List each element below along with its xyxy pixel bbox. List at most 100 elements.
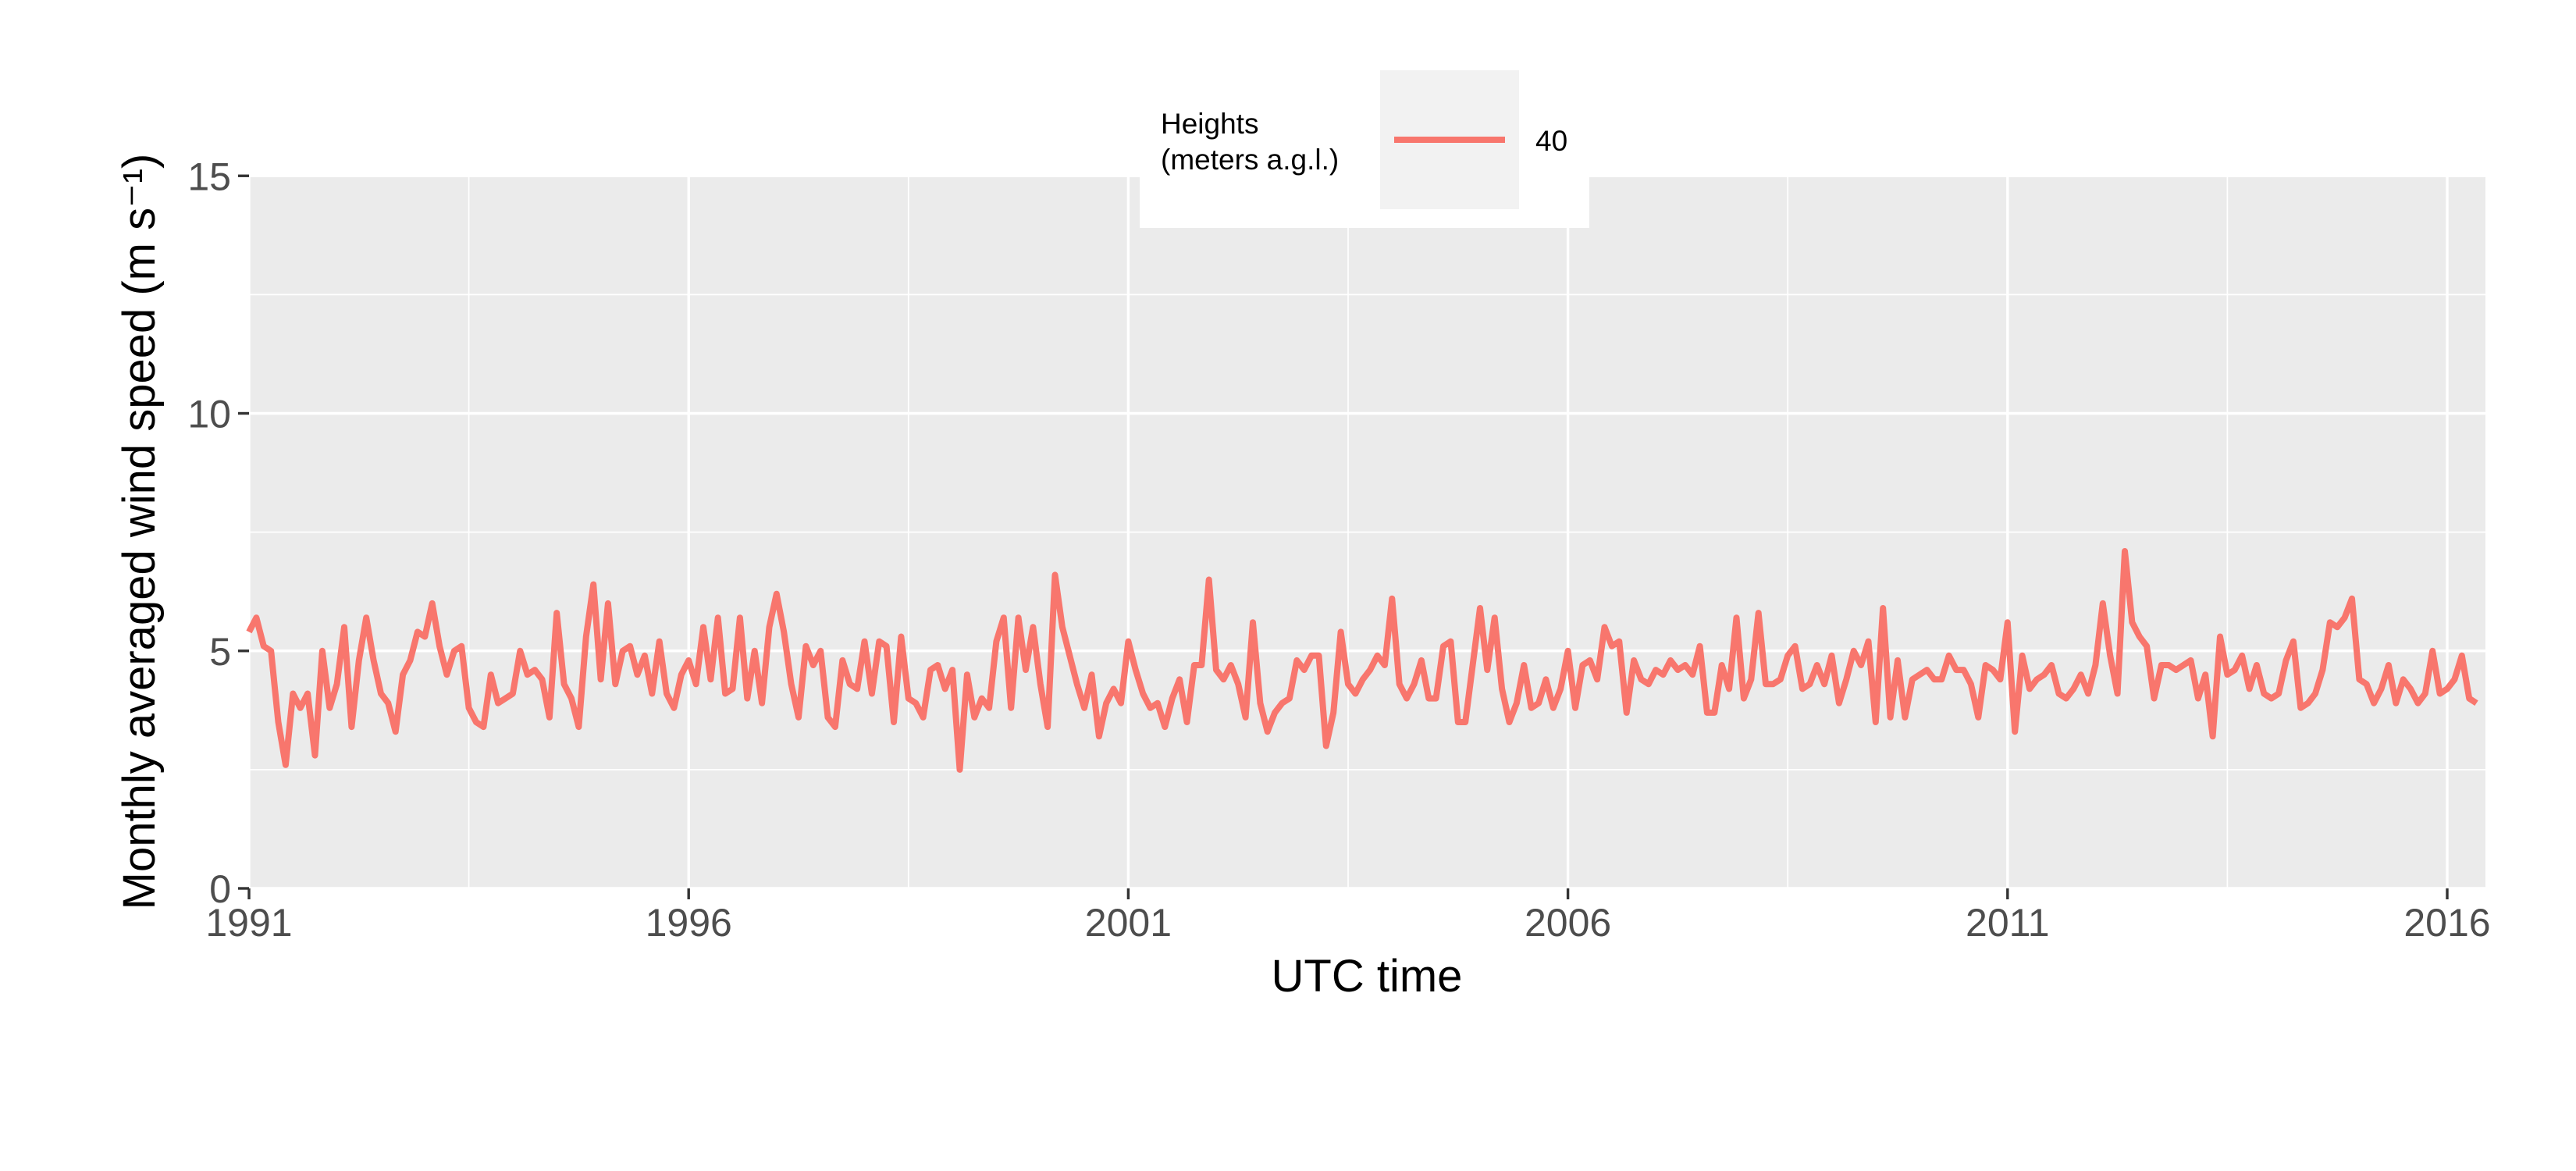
data-point: [803, 644, 808, 649]
data-point: [833, 724, 838, 729]
data-point: [1082, 706, 1087, 710]
data-point: [621, 649, 625, 653]
y-tick-label: 10: [187, 393, 231, 436]
data-point: [1603, 625, 1607, 629]
data-point: [1471, 663, 1475, 667]
data-point: [1529, 706, 1534, 710]
data-point: [2320, 667, 2325, 672]
y-tick-label: 15: [187, 155, 231, 198]
data-point: [2086, 692, 2090, 696]
data-point: [525, 672, 530, 677]
data-point: [2254, 663, 2259, 667]
data-point: [1016, 615, 1021, 620]
data-point: [400, 672, 405, 677]
data-point: [870, 692, 874, 696]
data-point: [606, 601, 610, 606]
data-point: [2291, 639, 2296, 644]
data-point: [269, 649, 273, 653]
data-point: [2423, 692, 2428, 696]
legend-entry-label: 40: [1535, 125, 1567, 157]
data-point: [935, 663, 940, 667]
data-point: [2240, 653, 2244, 658]
data-point: [335, 682, 340, 686]
data-point: [664, 692, 669, 696]
data-point: [2159, 663, 2164, 667]
data-point: [1361, 677, 1365, 682]
data-point: [379, 692, 383, 696]
data-point: [2115, 692, 2120, 696]
data-point: [1969, 682, 1973, 686]
data-point: [1735, 615, 1739, 620]
data-point: [1412, 682, 1417, 686]
x-tick-label: 2006: [1525, 901, 1611, 945]
data-point: [1947, 653, 1952, 658]
data-point: [2108, 653, 2112, 658]
data-point: [760, 701, 764, 706]
data-point: [2174, 667, 2179, 672]
data-point: [1207, 578, 1212, 582]
data-point: [1280, 701, 1285, 706]
data-point: [877, 639, 881, 644]
data-point: [1075, 682, 1080, 686]
minor-gridlines: [249, 176, 2485, 888]
data-point: [599, 677, 603, 682]
data-point: [2371, 701, 2376, 706]
data-point: [422, 635, 427, 639]
data-point: [745, 696, 749, 701]
data-point: [1888, 715, 1893, 720]
data-point: [781, 629, 786, 634]
data-point: [1375, 653, 1380, 658]
data-point: [2020, 653, 2025, 658]
data-point: [1009, 706, 1013, 710]
data-point: [884, 644, 889, 649]
data-point: [774, 592, 779, 596]
data-point: [1763, 682, 1768, 686]
data-point: [1272, 710, 1277, 715]
data-point: [584, 635, 589, 639]
data-point: [1536, 701, 1541, 706]
data-point: [855, 686, 859, 691]
data-point: [2306, 701, 2311, 706]
data-point: [511, 692, 515, 696]
data-point: [2152, 696, 2157, 701]
data-point: [1932, 677, 1937, 682]
data-point: [811, 663, 816, 667]
data-point: [1185, 720, 1190, 724]
data-point: [818, 649, 823, 653]
data-point: [1023, 667, 1028, 672]
data-point: [1419, 658, 1424, 663]
data-point: [2211, 734, 2215, 739]
data-point: [503, 696, 508, 701]
data-point: [2475, 701, 2479, 706]
data-point: [1389, 596, 1394, 601]
data-point: [1140, 692, 1145, 696]
y-axis-tick-labels: 0 5 10 15: [187, 155, 231, 911]
data-point: [1441, 644, 1446, 649]
data-point: [2247, 686, 2252, 691]
data-point: [738, 615, 742, 620]
data-point: [1690, 672, 1695, 677]
data-point: [452, 649, 457, 653]
data-point: [686, 658, 691, 663]
data-point: [357, 658, 361, 663]
data-point: [1229, 663, 1233, 667]
y-tick-label: 5: [209, 630, 231, 674]
data-point: [898, 635, 903, 639]
data-point: [921, 715, 926, 720]
data-point: [1265, 729, 1270, 734]
data-point: [290, 692, 295, 696]
data-point: [1588, 658, 1592, 663]
data-point: [1177, 677, 1182, 682]
data-point: [2298, 706, 2303, 710]
data-point: [2269, 696, 2274, 701]
data-point: [1815, 663, 1820, 667]
data-point: [481, 724, 486, 729]
data-point: [1984, 663, 1988, 667]
data-point: [2196, 696, 2201, 701]
legend: Heights (meters a.g.l.) 40: [1140, 69, 1589, 228]
data-point: [789, 682, 794, 686]
data-point: [1976, 715, 1980, 720]
data-point: [305, 692, 310, 696]
data-point: [276, 720, 281, 724]
data-point: [1192, 663, 1197, 667]
